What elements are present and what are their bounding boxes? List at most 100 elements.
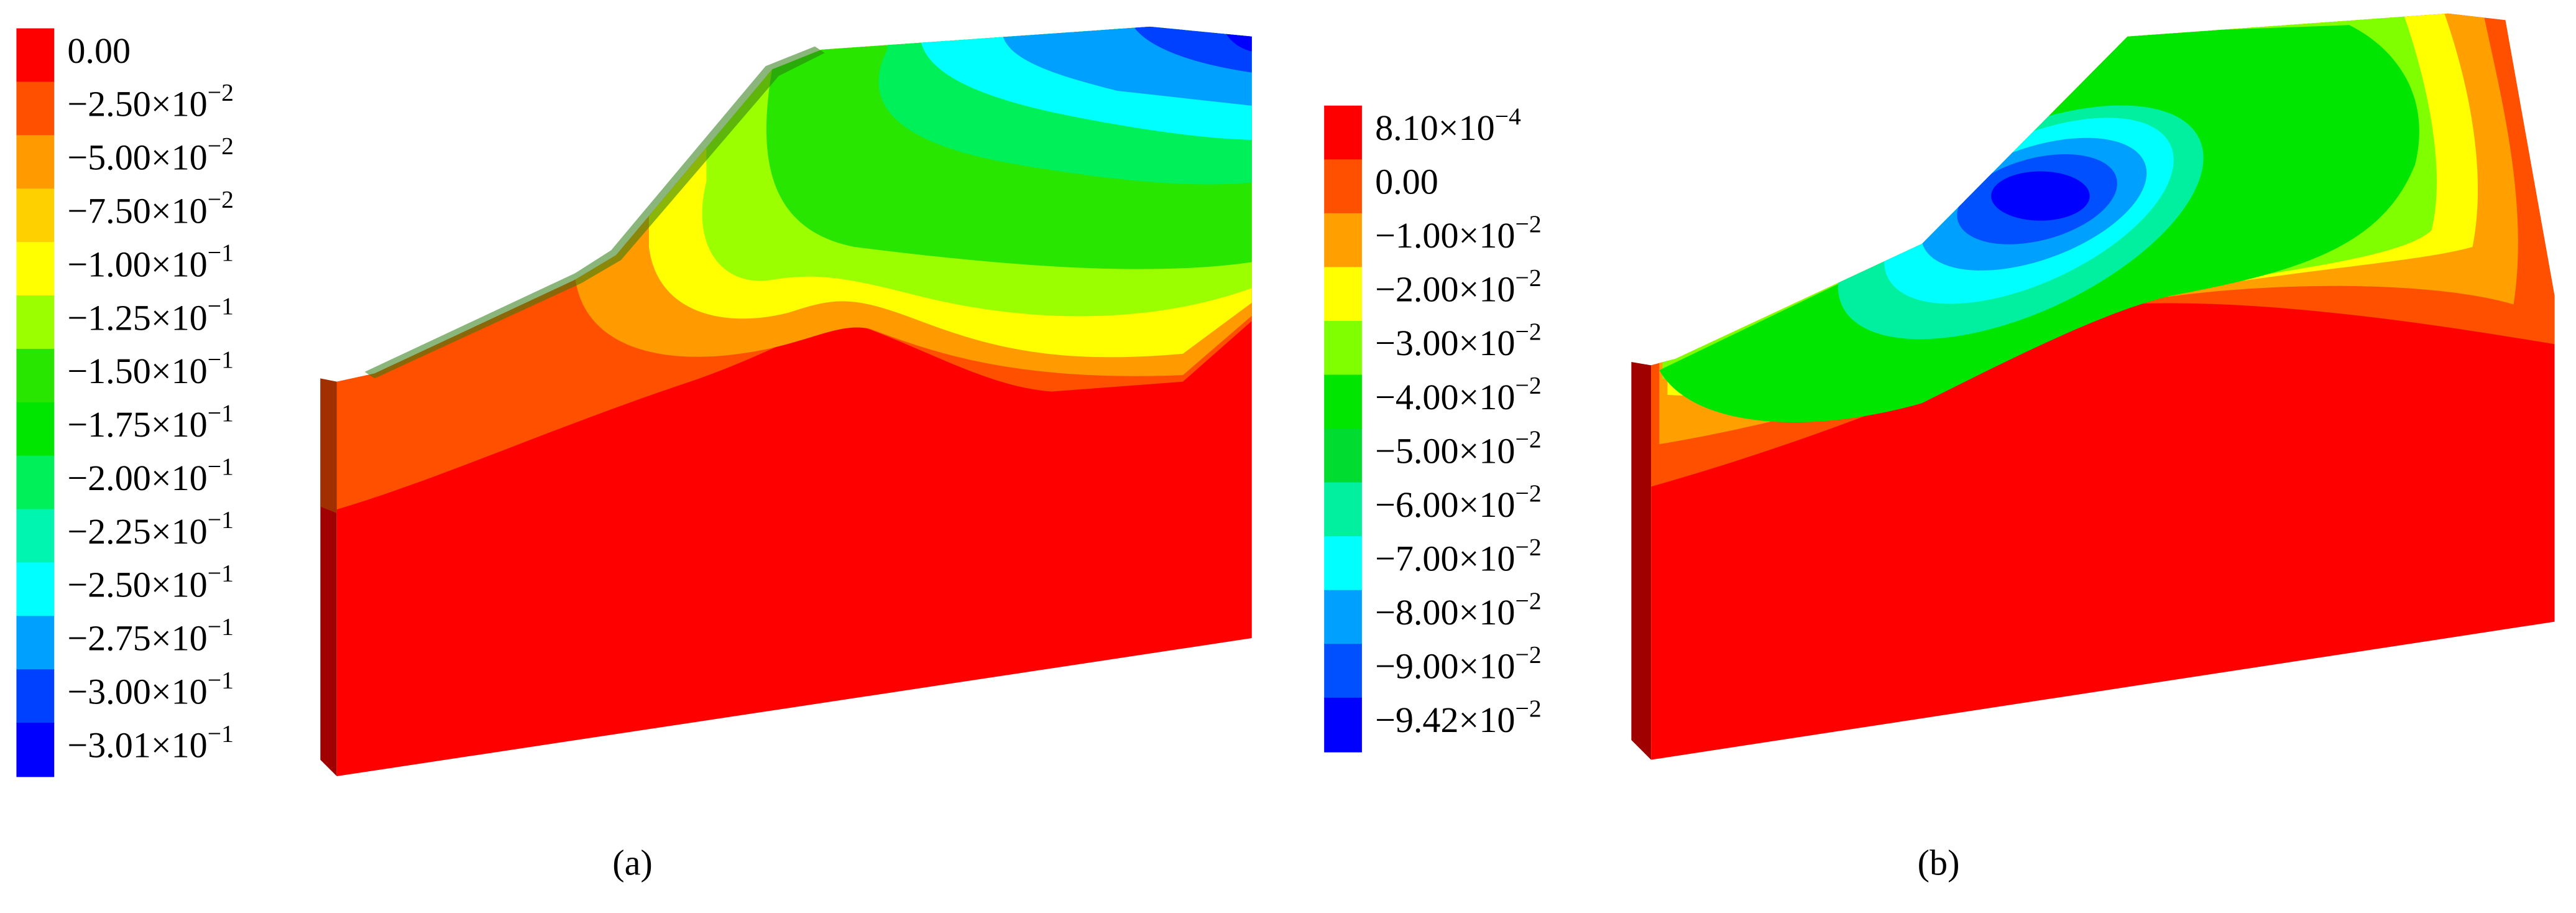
label-exponent: −2 bbox=[1515, 587, 1541, 614]
label-base: −3.00×10 bbox=[1375, 323, 1515, 364]
legend-label: −7.50×10−2 bbox=[67, 185, 234, 231]
label-exponent: −2 bbox=[1515, 372, 1541, 399]
legend-label: −4.00×10−2 bbox=[1375, 372, 1542, 417]
legend-label: −1.00×10−1 bbox=[67, 239, 234, 284]
label-exponent: −1 bbox=[208, 560, 234, 587]
label-exponent: −1 bbox=[208, 239, 234, 266]
legend-label: −6.00×10−2 bbox=[1375, 480, 1542, 525]
legend-swatch bbox=[16, 242, 55, 297]
label-base: −1.25×10 bbox=[67, 298, 207, 338]
legend-label: −9.42×10−2 bbox=[1375, 695, 1542, 740]
label-exponent: −1 bbox=[208, 720, 234, 747]
legend-swatch bbox=[1324, 644, 1362, 699]
legend-swatch bbox=[16, 188, 55, 243]
legend-label: −1.25×10−1 bbox=[67, 292, 234, 338]
legend-swatch bbox=[16, 616, 55, 670]
label-base: −1.00×10 bbox=[67, 244, 207, 285]
label-base: −3.01×10 bbox=[67, 725, 207, 766]
legend-label: 0.00 bbox=[67, 30, 131, 71]
label-base: −5.00×10 bbox=[67, 137, 207, 178]
legend-label: −1.75×10−1 bbox=[67, 399, 234, 445]
legend-label: −2.50×10−2 bbox=[67, 79, 234, 124]
label-base: 0.00 bbox=[67, 30, 131, 71]
label-exponent: −1 bbox=[208, 346, 234, 373]
legend-label: 0.00 bbox=[1375, 162, 1438, 202]
legend-label: −5.00×10−2 bbox=[67, 132, 234, 178]
legend-swatch bbox=[1324, 429, 1362, 483]
legend-label: −7.00×10−2 bbox=[1375, 533, 1542, 578]
legend-swatch bbox=[16, 509, 55, 563]
label-base: −2.00×10 bbox=[1375, 269, 1515, 310]
label-base: −1.50×10 bbox=[67, 351, 207, 392]
legend-label: −2.75×10−1 bbox=[67, 613, 234, 659]
label-base: −2.75×10 bbox=[67, 618, 207, 659]
legend-swatch bbox=[16, 562, 55, 617]
label-base: −6.00×10 bbox=[1375, 484, 1515, 525]
legend-swatch bbox=[1324, 267, 1362, 322]
label-base: 8.10×10 bbox=[1375, 108, 1495, 148]
label-exponent: −1 bbox=[208, 613, 234, 641]
label-base: −7.00×10 bbox=[1375, 539, 1515, 579]
label-base: −1.00×10 bbox=[1375, 215, 1515, 256]
label-exponent: −4 bbox=[1495, 103, 1521, 130]
label-exponent: −2 bbox=[1515, 533, 1541, 560]
legend-swatch bbox=[1324, 590, 1362, 645]
legend-swatch bbox=[1324, 213, 1362, 268]
legend-swatch bbox=[1324, 482, 1362, 537]
label-exponent: −2 bbox=[208, 79, 234, 106]
legend-swatch bbox=[16, 81, 55, 136]
legend-label: −8.00×10−2 bbox=[1375, 587, 1542, 633]
legend-swatch bbox=[16, 455, 55, 510]
label-base: −9.42×10 bbox=[1375, 700, 1515, 740]
label-base: 0.00 bbox=[1375, 162, 1438, 202]
caption: (a) bbox=[612, 843, 653, 883]
legend-swatch bbox=[16, 402, 55, 456]
legend-label: 8.10×10−4 bbox=[1375, 103, 1521, 148]
legend-swatch bbox=[1324, 374, 1362, 430]
legend-swatch bbox=[16, 669, 55, 724]
label-exponent: −1 bbox=[208, 292, 234, 320]
model-a bbox=[320, 26, 1252, 777]
label-base: −2.00×10 bbox=[67, 458, 207, 498]
legend-swatch bbox=[16, 295, 55, 350]
label-exponent: −2 bbox=[208, 185, 234, 213]
legend-swatch bbox=[1324, 697, 1362, 753]
label-exponent: −1 bbox=[208, 666, 234, 693]
label-exponent: −1 bbox=[208, 399, 234, 427]
label-base: −2.50×10 bbox=[67, 84, 207, 124]
legend-label: −2.00×10−1 bbox=[67, 453, 234, 498]
legend-swatch bbox=[1324, 105, 1362, 160]
label-exponent: −1 bbox=[208, 453, 234, 480]
label-exponent: −2 bbox=[1515, 264, 1541, 292]
label-base: −2.50×10 bbox=[67, 565, 207, 605]
label-base: −5.00×10 bbox=[1375, 431, 1515, 471]
label-base: −2.25×10 bbox=[67, 511, 207, 552]
model-b bbox=[1631, 13, 2555, 760]
label-exponent: −1 bbox=[208, 506, 234, 534]
label-exponent: −2 bbox=[1515, 318, 1541, 345]
label-exponent: −2 bbox=[1515, 425, 1541, 453]
label-exponent: −2 bbox=[1515, 210, 1541, 238]
legend-label: −1.00×10−2 bbox=[1375, 210, 1542, 256]
legend-label: −2.00×10−2 bbox=[1375, 264, 1542, 310]
label-base: −7.50×10 bbox=[67, 191, 207, 231]
caption: (b) bbox=[1918, 843, 1960, 883]
legend-label: −2.25×10−1 bbox=[67, 506, 234, 552]
label-base: −1.75×10 bbox=[67, 404, 207, 445]
legend-label: −2.50×10−1 bbox=[67, 560, 234, 605]
label-exponent: −2 bbox=[1515, 641, 1541, 669]
legend-label: −5.00×10−2 bbox=[1375, 425, 1542, 471]
label-exponent: −2 bbox=[208, 132, 234, 160]
label-base: −8.00×10 bbox=[1375, 592, 1515, 633]
label-exponent: −2 bbox=[1515, 480, 1541, 507]
label-base: −4.00×10 bbox=[1375, 377, 1515, 417]
legend-swatch bbox=[1324, 536, 1362, 591]
legend-swatch bbox=[16, 28, 55, 83]
label-exponent: −2 bbox=[1515, 695, 1541, 722]
legend-swatch bbox=[1324, 320, 1362, 376]
legend-label: −3.00×10−1 bbox=[67, 666, 234, 711]
legend-label: −3.00×10−2 bbox=[1375, 318, 1542, 363]
legend-label: −9.00×10−2 bbox=[1375, 641, 1542, 687]
